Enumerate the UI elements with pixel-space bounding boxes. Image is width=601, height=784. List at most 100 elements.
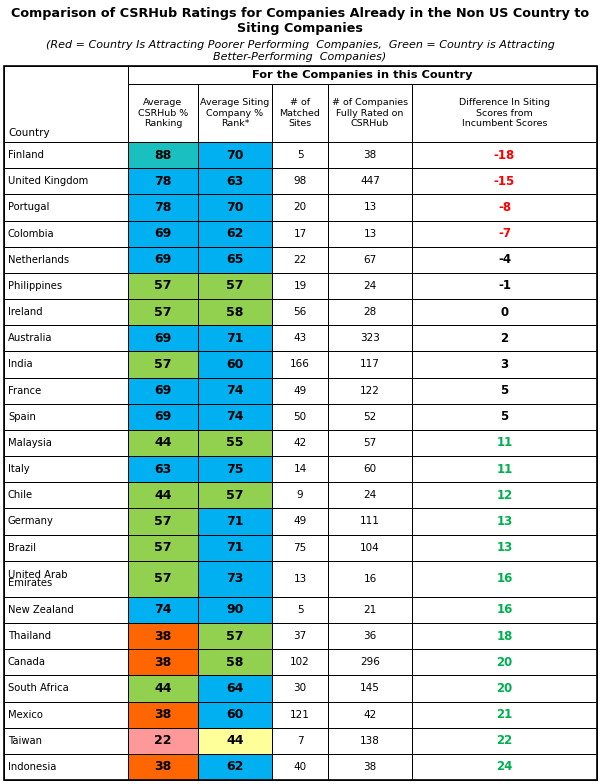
- Text: 56: 56: [293, 307, 307, 317]
- Text: 0: 0: [501, 306, 508, 318]
- Bar: [4, 728, 128, 754]
- Bar: [412, 649, 597, 675]
- Bar: [272, 597, 328, 623]
- Text: 24: 24: [364, 281, 377, 291]
- Bar: [272, 351, 328, 378]
- Bar: [128, 754, 198, 780]
- Bar: [328, 168, 412, 194]
- Bar: [4, 482, 128, 508]
- Bar: [198, 168, 272, 194]
- Bar: [128, 508, 198, 535]
- Text: 13: 13: [293, 574, 307, 584]
- Text: 42: 42: [364, 710, 377, 720]
- Bar: [4, 273, 128, 299]
- Bar: [272, 142, 328, 168]
- Text: 104: 104: [360, 543, 380, 553]
- Text: 16: 16: [364, 574, 377, 584]
- Text: 63: 63: [154, 463, 172, 476]
- Bar: [198, 482, 272, 508]
- Bar: [198, 194, 272, 220]
- Text: 145: 145: [360, 684, 380, 693]
- Bar: [128, 378, 198, 404]
- Bar: [4, 220, 128, 247]
- Bar: [198, 247, 272, 273]
- Bar: [128, 456, 198, 482]
- Text: 22: 22: [154, 735, 172, 747]
- Text: 60: 60: [227, 708, 243, 721]
- Bar: [272, 430, 328, 456]
- Bar: [198, 675, 272, 702]
- Text: -15: -15: [494, 175, 515, 187]
- Bar: [412, 561, 597, 597]
- Bar: [328, 378, 412, 404]
- Bar: [4, 194, 128, 220]
- Text: 74: 74: [154, 604, 172, 616]
- Bar: [198, 430, 272, 456]
- Bar: [128, 675, 198, 702]
- Bar: [198, 597, 272, 623]
- Text: 42: 42: [293, 438, 307, 448]
- Bar: [412, 247, 597, 273]
- Text: 44: 44: [154, 437, 172, 449]
- Text: 44: 44: [154, 488, 172, 502]
- Text: 69: 69: [154, 410, 172, 423]
- Text: 16: 16: [496, 572, 513, 585]
- Text: 24: 24: [496, 760, 513, 774]
- Bar: [4, 561, 128, 597]
- Bar: [4, 597, 128, 623]
- Bar: [4, 430, 128, 456]
- Text: 138: 138: [360, 735, 380, 746]
- Text: 166: 166: [290, 359, 310, 369]
- Text: 3: 3: [501, 358, 508, 371]
- Text: 17: 17: [293, 229, 307, 238]
- Bar: [328, 194, 412, 220]
- Bar: [198, 456, 272, 482]
- Bar: [198, 299, 272, 325]
- Text: 19: 19: [293, 281, 307, 291]
- Bar: [412, 482, 597, 508]
- Bar: [412, 273, 597, 299]
- Text: 98: 98: [293, 176, 307, 187]
- Text: 22: 22: [496, 735, 513, 747]
- Bar: [198, 561, 272, 597]
- Text: Mexico: Mexico: [8, 710, 43, 720]
- Text: 49: 49: [293, 517, 307, 526]
- Bar: [328, 404, 412, 430]
- Bar: [198, 220, 272, 247]
- Text: 44: 44: [226, 735, 244, 747]
- Bar: [128, 325, 198, 351]
- Text: United Kingdom: United Kingdom: [8, 176, 88, 187]
- Bar: [198, 325, 272, 351]
- Text: 121: 121: [290, 710, 310, 720]
- Bar: [272, 404, 328, 430]
- Text: # of Companies
Fully Rated on
CSRHub: # of Companies Fully Rated on CSRHub: [332, 98, 408, 128]
- Bar: [128, 535, 198, 561]
- Bar: [198, 325, 272, 351]
- Bar: [4, 66, 128, 142]
- Bar: [128, 702, 198, 728]
- Text: 69: 69: [154, 227, 172, 240]
- Bar: [328, 273, 412, 299]
- Text: 57: 57: [154, 358, 172, 371]
- Text: 13: 13: [496, 515, 513, 528]
- Text: 78: 78: [154, 175, 172, 187]
- Bar: [4, 508, 128, 535]
- Bar: [198, 142, 272, 168]
- Bar: [198, 535, 272, 561]
- Bar: [328, 456, 412, 482]
- Bar: [272, 728, 328, 754]
- Bar: [272, 273, 328, 299]
- Text: Siting Companies: Siting Companies: [237, 21, 363, 34]
- Bar: [198, 623, 272, 649]
- Bar: [128, 597, 198, 623]
- Bar: [128, 351, 198, 378]
- Text: Brazil: Brazil: [8, 543, 36, 553]
- Bar: [128, 168, 198, 194]
- Bar: [128, 675, 198, 702]
- Text: For the Companies in this Country: For the Companies in this Country: [252, 70, 473, 80]
- Bar: [198, 351, 272, 378]
- Text: 5: 5: [501, 410, 508, 423]
- Bar: [128, 194, 198, 220]
- Text: Portugal: Portugal: [8, 202, 49, 212]
- Text: 296: 296: [360, 657, 380, 667]
